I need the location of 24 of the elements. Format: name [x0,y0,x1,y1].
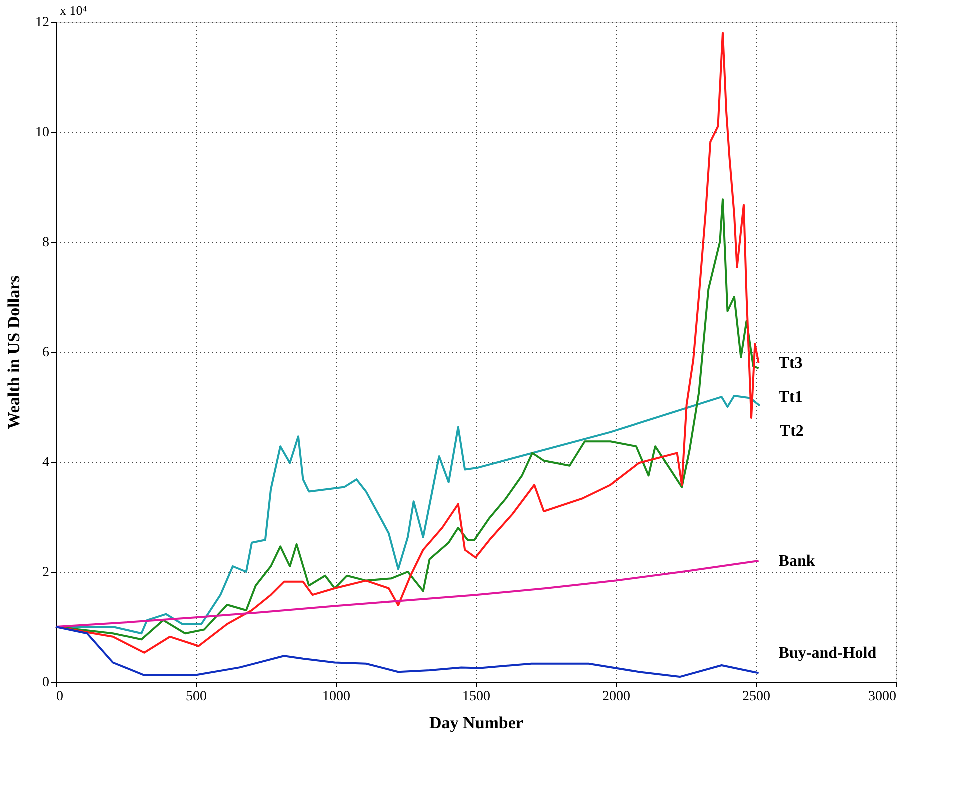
x-tick-label: 500 [186,690,207,704]
x-tick-label: 2000 [602,690,630,704]
x-tick-label: 2500 [742,690,770,704]
y-tick-label: 6 [42,346,50,360]
series-label: Tt2 [780,423,804,440]
series-label: Buy-and-Hold [778,645,877,662]
y-axis-title: Wealth in US Dollars [4,275,24,430]
x-tick-label: 0 [56,690,64,704]
y-tick-label: 4 [42,456,50,470]
x-tick-label: 1000 [322,690,350,704]
series-label: Tt1 [778,389,803,406]
y-tick-label: 0 [42,676,50,690]
x-axis-title: Day Number [430,714,524,732]
x-tick-label: 1500 [462,690,490,704]
line-series [55,560,760,628]
x-tick-label: 3000 [868,690,896,704]
y-tick-label: 2 [42,566,50,580]
series-label: Tt3 [778,355,803,372]
text: x 10⁴ [60,3,88,18]
y-tick-label: 8 [42,236,50,250]
y-tick-label: 12 [36,16,50,30]
y-tick-label: 10 [36,126,50,140]
series-label: Bank [778,553,816,570]
line-series [55,626,760,678]
